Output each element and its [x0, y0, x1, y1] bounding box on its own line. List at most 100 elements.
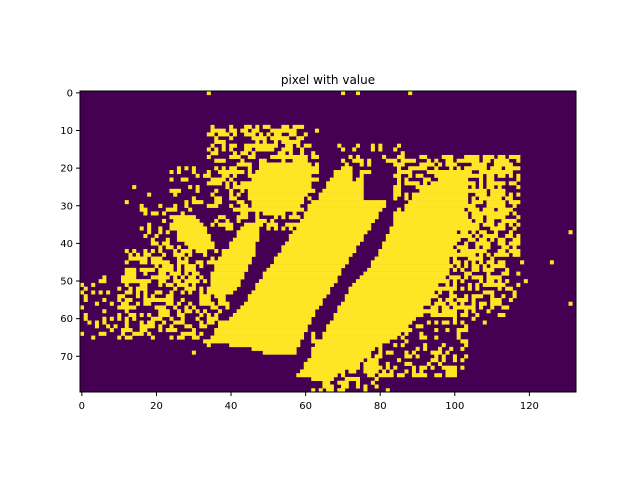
heatmap-cell [247, 173, 312, 178]
heatmap-cell [135, 294, 140, 299]
heatmap-cell [244, 132, 256, 137]
heatmap-cell [240, 305, 319, 310]
heatmap-cell [180, 316, 185, 321]
heatmap-cell [199, 294, 211, 299]
heatmap-cell [348, 154, 353, 160]
heatmap-cell [512, 237, 521, 242]
heatmap-cell [176, 301, 181, 306]
heatmap-cell [501, 218, 517, 223]
heatmap-cell [121, 328, 133, 333]
heatmap-cell [169, 170, 174, 175]
heatmap-cell [191, 328, 196, 333]
heatmap-cell [184, 256, 189, 261]
heatmap-cell [490, 188, 506, 193]
heatmap-cell [121, 331, 126, 336]
heatmap-cell [464, 354, 469, 359]
heatmap-cell [415, 354, 420, 359]
heatmap-cell [344, 162, 349, 167]
heatmap-cell [124, 297, 133, 302]
heatmap-cell [404, 177, 409, 182]
heatmap-cell [445, 328, 450, 333]
heatmap-cell [393, 185, 402, 190]
heatmap-cell [229, 196, 237, 201]
heatmap-cell [102, 297, 107, 302]
heatmap-cell [199, 275, 204, 280]
heatmap-cell [296, 226, 372, 231]
heatmap-cell [490, 226, 506, 231]
heatmap-cell [255, 124, 260, 129]
heatmap-cell [486, 177, 495, 182]
heatmap-cell [232, 312, 316, 318]
heatmap-cell [83, 286, 88, 291]
heatmap-cell [206, 343, 211, 348]
heatmap-cell [270, 218, 275, 223]
heatmap-cell [214, 328, 308, 333]
heatmap-cell [150, 275, 170, 280]
heatmap-cell [191, 282, 196, 287]
heatmap-cell [508, 181, 517, 186]
heatmap-cell [139, 226, 144, 231]
heatmap-cell [184, 279, 200, 284]
heatmap-cell [124, 320, 129, 325]
heatmap-cell [445, 158, 454, 163]
heatmap-cell [482, 154, 495, 160]
heatmap-cell [296, 136, 305, 141]
heatmap-cell [251, 290, 331, 295]
heatmap-cell [497, 249, 506, 254]
heatmap-cell [191, 271, 200, 276]
heatmap-cell [512, 245, 517, 250]
heatmap-cell [83, 316, 88, 321]
heatmap-cell [184, 286, 196, 291]
heatmap-cell [396, 177, 402, 182]
heatmap-cell [229, 128, 237, 133]
heatmap-cell [370, 147, 375, 152]
heatmap-cell [229, 241, 256, 246]
heatmap-cell [471, 297, 476, 302]
heatmap-cell [236, 200, 245, 205]
heatmap-cell [255, 139, 260, 144]
heatmap-cell [173, 279, 181, 284]
heatmap-cell [326, 185, 364, 190]
heatmap-cell [281, 147, 293, 152]
heatmap-cell [206, 91, 211, 96]
heatmap-cell [520, 260, 525, 265]
heatmap-cell [217, 297, 226, 302]
heatmap-cell [396, 143, 402, 148]
heatmap-cell [471, 230, 476, 235]
heatmap-cell [281, 158, 286, 163]
heatmap-cell [471, 260, 476, 265]
heatmap-cell [464, 343, 469, 348]
heatmap-cell [169, 335, 174, 340]
heatmap-cell [415, 173, 424, 178]
heatmap-cell [344, 294, 439, 299]
heatmap-cell [191, 350, 196, 355]
heatmap-cell [169, 177, 174, 182]
heatmap-cell [255, 170, 319, 175]
heatmap-cell [255, 282, 334, 287]
heatmap-cell [150, 260, 170, 265]
heatmap-cell [441, 309, 457, 314]
heatmap-cell [479, 260, 484, 265]
heatmap-cell [147, 312, 152, 318]
heatmap-cell [158, 226, 163, 231]
heatmap-cell [128, 256, 148, 261]
heatmap-cell [180, 331, 196, 336]
heatmap-cell [285, 222, 372, 227]
heatmap-cell [98, 331, 107, 336]
heatmap-cell [206, 286, 237, 291]
heatmap-cell [471, 196, 476, 201]
heatmap-cell [393, 173, 402, 178]
heatmap-cell [191, 200, 204, 205]
heatmap-cell [370, 264, 454, 269]
heatmap-cell [423, 181, 428, 186]
heatmap-cell [199, 286, 204, 291]
x-tick-label: 60 [299, 401, 312, 412]
heatmap-cell [445, 350, 450, 355]
heatmap-cell [147, 320, 155, 325]
heatmap-cell [173, 249, 178, 254]
heatmap-cell [195, 173, 200, 178]
heatmap-cell [452, 354, 457, 359]
heatmap-cell [337, 143, 342, 148]
heatmap-cell [173, 192, 178, 197]
heatmap-cell [341, 147, 346, 152]
